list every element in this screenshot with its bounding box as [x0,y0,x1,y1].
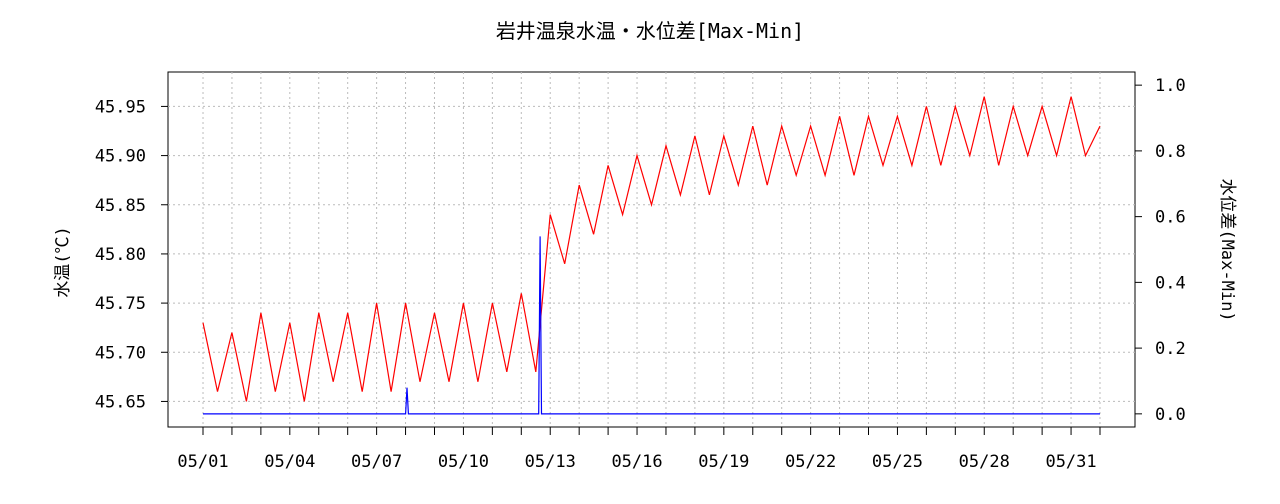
y2-tick-label: 0.4 [1155,273,1186,293]
y-tick-label: 45.95 [95,97,146,117]
y-tick-label: 45.85 [95,196,146,216]
y-tick-label: 45.65 [95,392,146,412]
x-tick-label: 05/07 [351,452,402,472]
x-tick-label: 05/04 [264,452,315,472]
y-tick-label: 45.75 [95,294,146,314]
x-tick-label: 05/28 [959,452,1010,472]
plot-frame [167,71,1136,428]
series-line [203,236,1100,415]
y2-axis-label: 水位差(Max-Min) [1217,178,1237,321]
x-tick-label: 05/13 [525,452,576,472]
y-tick-label: 45.90 [95,147,146,167]
x-tick-label: 05/22 [785,452,836,472]
y2-tick-label: 0.6 [1155,208,1186,228]
x-tick-label: 05/01 [177,452,228,472]
y2-tick-label: 0.2 [1155,339,1186,359]
chart-title: 岩井温泉水温・水位差[Max-Min] [496,19,804,43]
y-axis-label: 水温(℃) [53,226,73,297]
y2-tick-label: 0.8 [1155,142,1186,162]
y-tick-label: 45.70 [95,343,146,363]
x-tick-label: 05/25 [872,452,923,472]
y2-tick-label: 1.0 [1155,76,1186,96]
series-line [202,96,1101,402]
x-tick-label: 05/19 [698,452,749,472]
x-tick-label: 05/10 [438,452,489,472]
x-tick-label: 05/16 [611,452,662,472]
y2-tick-label: 0.0 [1155,405,1186,425]
y-tick-label: 45.80 [95,245,146,265]
x-tick-label: 05/31 [1045,452,1096,472]
